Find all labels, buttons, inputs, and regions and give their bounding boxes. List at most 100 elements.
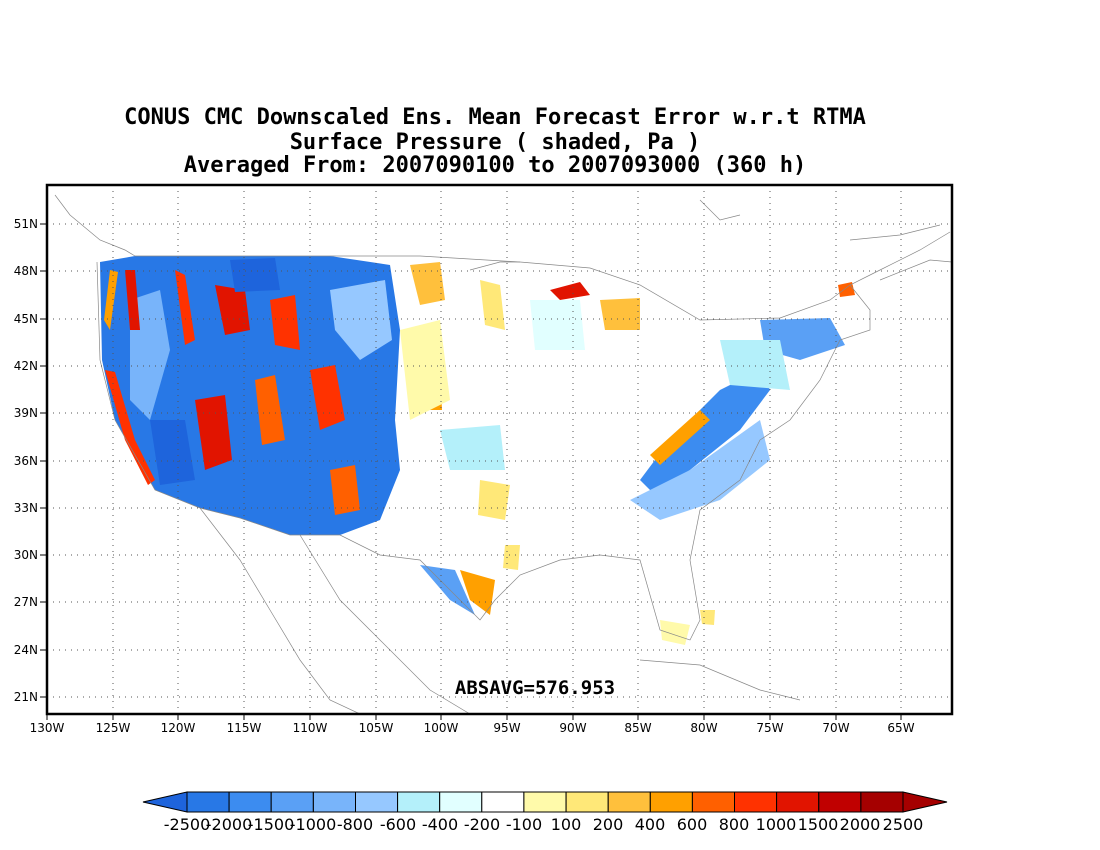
lat-tick-label: 27N: [14, 595, 38, 609]
appalachian-orange: [650, 410, 710, 465]
colorbar-box: [481, 791, 525, 813]
west-dark-blue-2: [230, 258, 280, 292]
colorbar-box: [355, 791, 399, 813]
colorbar-label: -800: [337, 815, 373, 834]
colorbar-label: 1000: [756, 815, 797, 834]
lon-tick-label: 130W: [30, 721, 65, 735]
colorbar-box: [312, 791, 356, 813]
colorbar-label: 200: [593, 815, 624, 834]
colorbar-label: 100: [551, 815, 582, 834]
west-red-streak-4: [270, 295, 300, 350]
title-line-1: CONUS CMC Downscaled Ens. Mean Forecast …: [124, 105, 866, 130]
colorbar-box: [776, 791, 820, 813]
appalachian-lightblue: [630, 420, 770, 520]
colorbar-box: [734, 791, 778, 813]
colorbar-label: 2500: [883, 815, 924, 834]
texas-orange: [460, 570, 495, 615]
colorbar-label: 600: [677, 815, 708, 834]
title-line-3: Averaged From: 2007090100 to 2007093000 …: [184, 153, 807, 178]
lat-tick-label: 42N: [14, 359, 38, 373]
west-red-streak-7: [310, 365, 345, 430]
west-orange-streak: [104, 270, 118, 330]
florida-yellow: [660, 620, 690, 645]
lat-axis: 51N 48N 45N 42N 39N 36N 33N 30N 27N 24N …: [14, 217, 47, 704]
west-red-streak-1: [125, 270, 140, 330]
lon-tick-label: 120W: [161, 721, 196, 735]
pressure-error-field: [97, 256, 870, 645]
coastlines: [54, 194, 952, 714]
lon-tick-label: 80W: [690, 721, 717, 735]
colorbar-box: [649, 791, 693, 813]
colorbar-label: 1500: [798, 815, 839, 834]
colorbar-box: [397, 791, 441, 813]
colorbar-label: -400: [422, 815, 458, 834]
colorbar-label: -100: [506, 815, 542, 834]
colorbar-label: 2000: [840, 815, 881, 834]
lon-tick-label: 105W: [359, 721, 394, 735]
colorbar-labels: -2500 -2000 -1500 -1000 -800 -600 -400 -…: [164, 815, 924, 834]
lon-tick-label: 100W: [424, 721, 459, 735]
lon-axis: 130W 125W 120W 115W 110W 105W 100W 95W 9…: [30, 714, 915, 735]
colorbar-label: -1000: [290, 815, 337, 834]
colorbar-over-arrow: [902, 791, 948, 813]
colorbar-box: [691, 791, 736, 813]
west-red-streak-3: [215, 285, 250, 335]
lat-tick-label: 51N: [14, 217, 38, 231]
west-red-streak-2: [175, 270, 195, 345]
plot-frame: [45, 183, 954, 716]
great-lakes-orange: [600, 298, 640, 330]
lat-tick-label: 33N: [14, 501, 38, 515]
gulf-yellow: [503, 545, 520, 570]
great-lakes-red: [550, 282, 590, 300]
colorbar-box: [439, 791, 483, 813]
lat-tick-label: 45N: [14, 312, 38, 326]
colorbar-boxes: [186, 791, 904, 813]
west-dark-blue: [150, 420, 195, 485]
west-red-streak-6: [255, 375, 285, 445]
colorbar-label: -1500: [248, 815, 295, 834]
plains-yellow-2: [480, 280, 505, 330]
colorbar-label: -2500: [164, 815, 211, 834]
lon-tick-label: 115W: [227, 721, 262, 735]
graticule: [47, 185, 952, 714]
lon-tick-label: 75W: [756, 721, 783, 735]
plains-orange-1: [410, 262, 445, 305]
colorbar-label: -200: [464, 815, 500, 834]
plains-lightblue-2: [530, 300, 585, 350]
colorbar-label: -600: [380, 815, 416, 834]
lon-tick-label: 125W: [96, 721, 131, 735]
lon-tick-label: 90W: [559, 721, 586, 735]
plains-yellow-1: [400, 320, 450, 420]
lon-tick-label: 65W: [887, 721, 914, 735]
colorbar-box: [523, 791, 567, 813]
northeast-lightblue: [720, 340, 790, 390]
colorbar: -2500 -2000 -1500 -1000 -800 -600 -400 -…: [142, 791, 948, 834]
colorbar-box: [186, 791, 230, 813]
west-red-streak-5: [195, 395, 232, 470]
plains-yellow-3: [478, 480, 510, 520]
lat-tick-label: 21N: [14, 690, 38, 704]
lat-tick-label: 39N: [14, 406, 38, 420]
colorbar-box: [607, 791, 651, 813]
lat-tick-label: 36N: [14, 454, 38, 468]
lat-tick-label: 30N: [14, 548, 38, 562]
colorbar-box: [818, 791, 862, 813]
lat-tick-label: 48N: [14, 264, 38, 278]
colorbar-box: [860, 791, 904, 813]
colorbar-under-arrow: [142, 791, 188, 813]
west-lightblue-patch: [130, 290, 170, 420]
lon-tick-label: 110W: [293, 721, 328, 735]
title-line-2: Surface Pressure ( shaded, Pa ): [290, 130, 701, 155]
lon-tick-label: 70W: [822, 721, 849, 735]
appalachian-blue-band: [640, 370, 770, 495]
map-plot-area: ABSAVG=576.953: [45, 183, 954, 716]
absavg-annotation: ABSAVG=576.953: [455, 677, 615, 699]
lon-tick-label: 95W: [493, 721, 520, 735]
california-coast-red: [105, 370, 155, 485]
colorbar-box: [565, 791, 609, 813]
colorbar-label: 800: [719, 815, 750, 834]
colorbar-box: [270, 791, 314, 813]
plains-lightblue-1: [440, 425, 505, 470]
colorbar-box: [228, 791, 272, 813]
